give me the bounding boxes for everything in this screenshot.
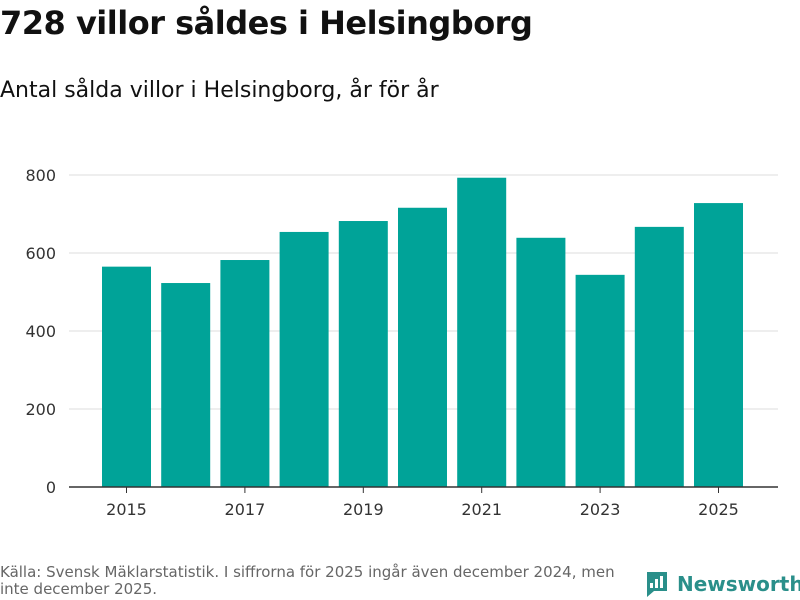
bar-2021[interactable] (457, 177, 507, 488)
bar-2019[interactable] (338, 221, 388, 487)
y-tick-label-400: 400 (25, 322, 56, 341)
bar-2023[interactable] (575, 274, 625, 487)
bar-2015[interactable] (102, 266, 151, 487)
bar-2017[interactable] (220, 260, 270, 487)
x-tick-label-2015: 2015 (106, 500, 147, 519)
x-tick-label-2017: 2017 (225, 500, 266, 519)
brand-logo: Newsworthy (645, 570, 800, 598)
bar-2016[interactable] (161, 283, 211, 487)
x-tick-label-2023: 2023 (580, 500, 621, 519)
y-tick-label-200: 200 (25, 400, 56, 419)
y-tick-label-800: 800 (25, 166, 56, 185)
x-tick-label-2019: 2019 (343, 500, 384, 519)
axes: 0 200 400 600 800 2015 2017 2019 2021 2023 2025 (25, 166, 778, 519)
bar-2025[interactable] (694, 203, 743, 487)
bars (102, 177, 743, 488)
chart-subtitle: Antal sålda villor i Helsingborg, år för… (0, 78, 439, 103)
y-tick-label-600: 600 (25, 244, 56, 263)
bar-2020[interactable] (398, 207, 447, 487)
bar-2018[interactable] (279, 231, 329, 487)
y-tick-label-0: 0 (46, 478, 56, 497)
bar-2024[interactable] (634, 226, 684, 487)
x-tick-label-2021: 2021 (461, 500, 502, 519)
brand-name: Newsworthy (677, 572, 800, 596)
chart-title: 728 villor såldes i Helsingborg (0, 4, 533, 42)
newsworthy-logo-icon (647, 572, 667, 597)
source-note: Källa: Svensk Mäklarstatistik. I siffror… (0, 563, 615, 598)
bar-2022[interactable] (516, 237, 566, 487)
x-tick-label-2025: 2025 (698, 500, 739, 519)
